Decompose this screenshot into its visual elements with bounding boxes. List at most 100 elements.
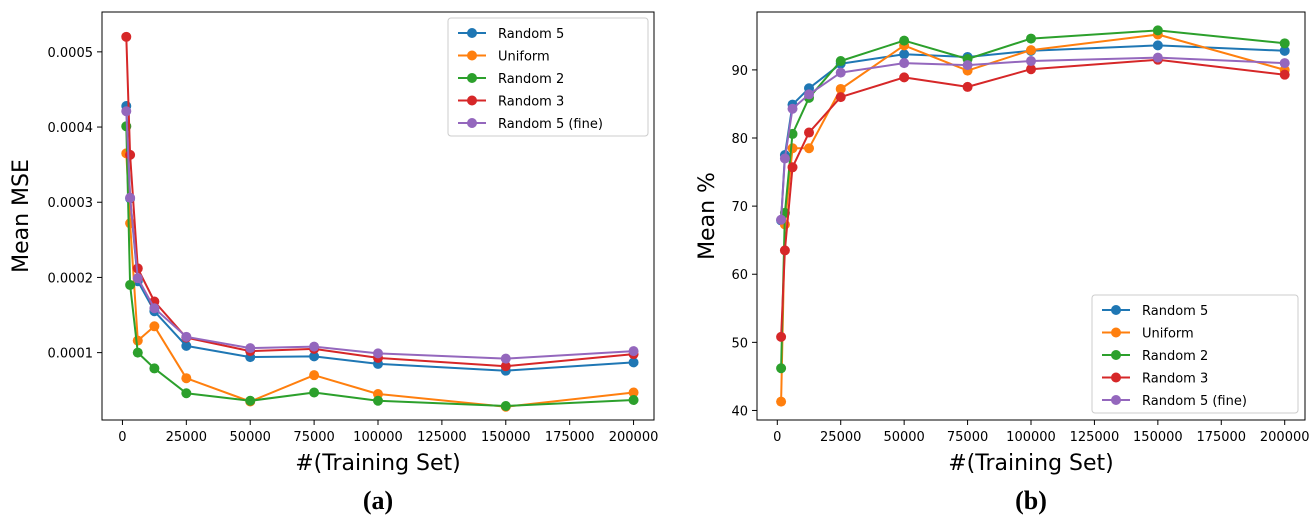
data-point-random-5-fine <box>1152 52 1163 63</box>
legend-swatch-marker <box>1111 395 1121 405</box>
data-point-uniform <box>181 373 192 384</box>
y-tick-label: 0.0004 <box>48 121 94 136</box>
data-point-random-5 <box>1279 45 1290 56</box>
x-tick-label: 125000 <box>417 430 467 445</box>
legend-swatch-marker <box>467 95 477 106</box>
legend-box <box>447 17 649 137</box>
y-tick-label: 70 <box>731 200 748 215</box>
x-axis-label: #(Training Set) <box>295 451 461 476</box>
series-line-random-2 <box>780 29 1285 369</box>
x-tick-label: 150000 <box>481 430 531 445</box>
legend-label: Uniform <box>1142 327 1194 342</box>
data-point-random-2 <box>776 363 787 374</box>
legend-label: Random 5 <box>498 27 564 42</box>
legend-swatch-marker <box>467 118 477 128</box>
legend-label: Random 5 <box>1142 304 1208 319</box>
plot-frame <box>756 11 1306 421</box>
chart-panel-b: 0 25000 50000 75000 100000 125000 150000 175000… <box>695 11 1310 515</box>
data-point-random-2 <box>132 347 143 358</box>
x-tick-label: 25000 <box>820 430 861 445</box>
data-point-random-5-fine <box>245 343 256 354</box>
series-line-random-3 <box>780 58 1285 337</box>
legend-label: Random 3 <box>498 95 564 110</box>
data-point-random-3 <box>899 72 910 83</box>
panel-caption: (a) <box>363 486 393 515</box>
data-point-random-5-fine <box>309 341 320 352</box>
data-point-random-5-fine <box>149 303 160 314</box>
legend-label: Random 5 (fine) <box>498 117 603 132</box>
data-point-random-5-fine <box>804 89 815 100</box>
data-point-random-3 <box>787 162 798 173</box>
series-line-random-5-fine <box>125 111 634 360</box>
data-point-random-2 <box>1279 38 1290 49</box>
data-point-random-5-fine <box>132 273 143 284</box>
panel-caption: (b) <box>1015 486 1047 515</box>
data-point-random-5-fine <box>125 192 136 203</box>
data-point-random-3 <box>500 361 511 372</box>
series-line-random-2 <box>125 126 634 407</box>
x-tick-label: 175000 <box>1196 430 1246 445</box>
legend-swatch-marker <box>467 28 477 38</box>
x-tick-label: 100000 <box>353 430 403 445</box>
x-tick-label: 75000 <box>293 430 334 445</box>
data-point-random-2 <box>899 35 910 46</box>
x-tick-label: 50000 <box>230 430 271 445</box>
legend-swatch-marker <box>1111 350 1121 360</box>
data-point-uniform <box>787 143 798 154</box>
data-point-random-3 <box>962 81 973 92</box>
data-point-random-2 <box>1152 25 1163 36</box>
legend: Random 5 Uniform Random 2 Random 3 Random 5 … <box>447 17 649 137</box>
y-axis-label: Mean % <box>695 172 720 260</box>
data-point-random-3 <box>125 149 136 160</box>
x-tick-label: 125000 <box>1070 430 1120 445</box>
data-point-random-5-fine <box>835 67 846 78</box>
x-tick-label: 150000 <box>1133 430 1183 445</box>
data-point-random-2 <box>1026 33 1036 44</box>
x-tick-label: 75000 <box>947 430 988 445</box>
y-tick-label: 0.0003 <box>48 196 94 211</box>
series-line-random-5-fine <box>780 56 1285 220</box>
x-axis-label: #(Training Set) <box>948 451 1114 476</box>
data-point-random-5-fine <box>628 346 639 357</box>
plot-frame <box>101 11 655 421</box>
data-point-random-2 <box>125 279 136 290</box>
data-point-random-3 <box>1279 69 1290 80</box>
data-point-random-3 <box>779 245 790 256</box>
data-point-random-2 <box>373 395 383 406</box>
legend-swatch-marker <box>1111 372 1121 383</box>
data-point-random-2 <box>309 387 320 398</box>
data-point-uniform <box>804 143 815 154</box>
data-point-random-5-fine <box>899 58 910 69</box>
data-point-uniform <box>149 321 160 332</box>
legend-label: Random 2 <box>1142 349 1208 364</box>
data-point-random-5 <box>899 49 910 60</box>
data-point-random-5-fine <box>373 348 383 359</box>
data-point-random-5 <box>181 340 192 351</box>
data-point-random-5 <box>309 351 320 362</box>
legend-box <box>1091 294 1299 414</box>
series-line-random-3 <box>125 36 634 368</box>
data-point-random-5-fine <box>181 331 192 342</box>
legend-label: Random 3 <box>1142 372 1208 387</box>
x-tick-label: 200000 <box>609 430 659 445</box>
data-point-random-3 <box>1026 64 1036 75</box>
data-point-random-5-fine <box>1279 58 1290 69</box>
data-point-uniform <box>309 370 320 381</box>
legend: Random 5 Uniform Random 2 Random 3 Random 5 … <box>1091 294 1299 414</box>
data-point-uniform <box>1026 45 1036 56</box>
data-point-random-3 <box>776 331 787 342</box>
x-tick-label: 200000 <box>1260 430 1310 445</box>
x-tick-label: 175000 <box>545 430 595 445</box>
x-tick-label: 50000 <box>883 430 924 445</box>
legend-swatch-marker <box>467 73 477 83</box>
series-line-random-5 <box>125 105 634 372</box>
legend-swatch-marker <box>1111 305 1121 315</box>
legend-swatch-marker <box>1111 327 1121 338</box>
data-point-random-5-fine <box>787 103 798 114</box>
data-point-random-2 <box>500 401 511 412</box>
data-point-uniform <box>835 83 846 94</box>
y-tick-label: 80 <box>731 132 748 147</box>
data-point-random-5-fine <box>121 106 132 117</box>
legend-label: Random 2 <box>498 72 564 87</box>
